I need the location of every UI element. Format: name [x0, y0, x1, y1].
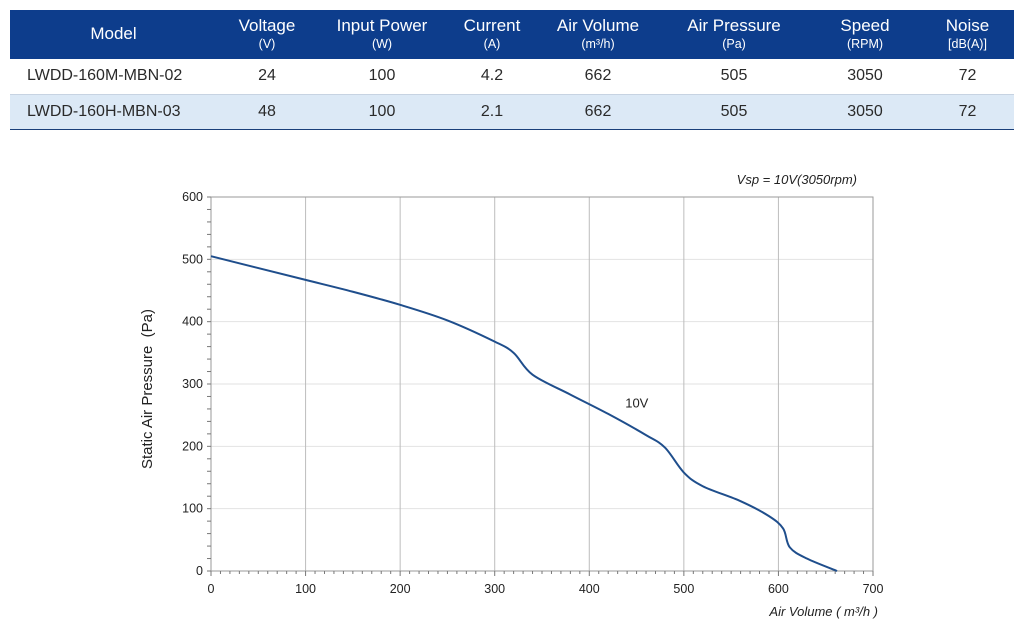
column-header-6: Speed (RPM): [809, 10, 921, 59]
table-cell: 3050: [847, 67, 883, 85]
column-header-unit: [dB(A)]: [948, 36, 987, 51]
column-header-label: Voltage: [238, 16, 296, 36]
column-header-7: Noise [dB(A)]: [921, 10, 1014, 59]
column-header-label: Noise: [945, 16, 990, 36]
column-header-label: Air Pressure: [687, 16, 781, 36]
column-header-label: Speed: [840, 16, 890, 36]
column-header-3: Current (A): [447, 10, 537, 59]
column-header-1: Voltage (V): [217, 10, 317, 59]
minor-ticks: [207, 196, 874, 576]
column-header-0: Model: [10, 10, 217, 59]
table-cell: 505: [720, 102, 748, 120]
table-header-row: Model Voltage (V) Input Power (W) Current (A) A…: [10, 10, 1014, 59]
y-tick-label: 400: [182, 315, 203, 329]
table-cell: 3050: [847, 102, 883, 120]
y-tick-label: 0: [196, 564, 203, 578]
column-header-unit: (W): [371, 36, 393, 51]
column-header-5: Air Pressure (Pa): [659, 10, 809, 59]
y-tick-label: 100: [182, 502, 203, 516]
table-cell: 505: [720, 67, 748, 85]
table-cell: LWDD-160H-MBN-03: [27, 102, 181, 120]
x-axis-title: Air Volume ( m³/h ): [768, 604, 878, 619]
series-line-10v: [210, 255, 838, 572]
x-tick-label: 500: [673, 582, 694, 596]
table-body: LWDD-160M-MBN-02 24 100 4.2 662 505 3050 72 LWDD…: [10, 59, 1014, 129]
table-cell: 662: [584, 67, 612, 85]
x-tick-label: 700: [863, 582, 884, 596]
column-header-label: Input Power: [336, 16, 428, 36]
column-header-unit: (V): [258, 36, 276, 51]
column-header-unit: (A): [483, 36, 501, 51]
vsp-annotation: Vsp = 10V(3050rpm): [737, 172, 857, 187]
spec-table: Model Voltage (V) Input Power (W) Current (A) A…: [10, 10, 1014, 130]
y-tick-labels: 0 100 200 300 400 500 600: [182, 190, 203, 578]
column-header-2: Input Power (W): [317, 10, 447, 59]
x-tick-label: 0: [208, 582, 215, 596]
series-label: 10V: [625, 396, 648, 411]
column-header-unit: (m³/h): [581, 36, 615, 51]
table-cell: 72: [958, 102, 977, 120]
y-tick-label: 500: [182, 252, 203, 266]
table-cell: 100: [368, 102, 396, 120]
chart-grid: [211, 197, 873, 571]
column-header-label: Air Volume: [556, 16, 640, 36]
x-tick-labels: 0 100 200 300 400 500 600 700: [208, 582, 884, 596]
column-header-4: Air Volume (m³/h): [537, 10, 659, 59]
column-header-label: Current: [463, 16, 521, 36]
column-header-unit: (RPM): [846, 36, 884, 51]
column-header-label: Model: [90, 24, 137, 44]
table-cell: 662: [584, 102, 612, 120]
x-tick-label: 300: [484, 582, 505, 596]
table-cell: 100: [368, 67, 396, 85]
x-tick-label: 100: [295, 582, 316, 596]
table-cell: 24: [258, 67, 276, 85]
y-axis-title: Static Air Pressure (Pa): [139, 309, 156, 469]
table-cell: 48: [258, 102, 276, 120]
y-tick-label: 200: [182, 439, 203, 453]
y-tick-label: 300: [182, 377, 203, 391]
x-tick-label: 400: [579, 582, 600, 596]
x-tick-label: 200: [390, 582, 411, 596]
y-tick-label: 600: [182, 190, 203, 204]
table-row: LWDD-160M-MBN-02 24 100 4.2 662 505 3050 72: [10, 59, 1014, 94]
column-header-unit: (Pa): [722, 36, 746, 51]
table-cell: LWDD-160M-MBN-02: [27, 67, 183, 85]
table-cell: 4.2: [480, 67, 504, 85]
x-tick-label: 600: [768, 582, 789, 596]
table-row: LWDD-160H-MBN-03 48 100 2.1 662 505 3050 72: [10, 94, 1014, 129]
table-cell: 72: [958, 67, 977, 85]
table-cell: 2.1: [480, 102, 504, 120]
